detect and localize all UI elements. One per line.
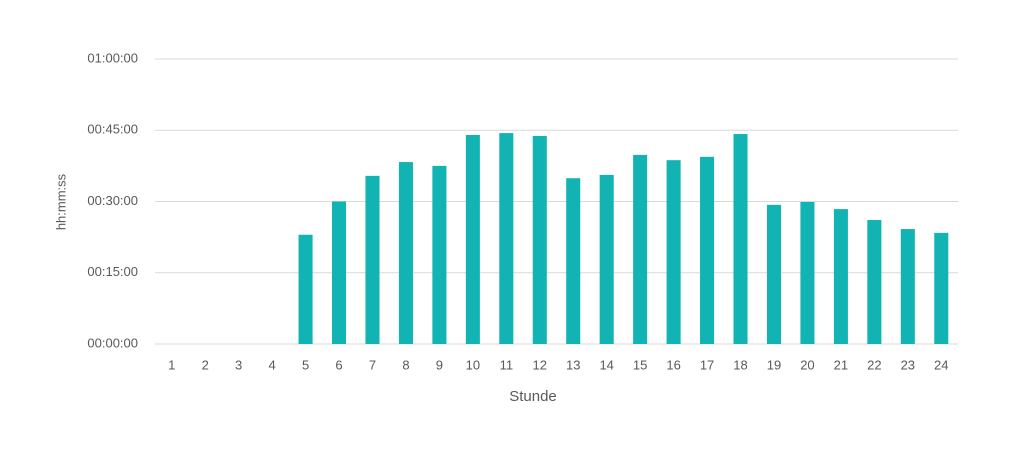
y-tick-label: 00:00:00	[87, 335, 138, 350]
y-tick-label: 01:00:00	[87, 50, 138, 65]
x-tick-label: 16	[666, 357, 680, 372]
y-tick-label: 00:45:00	[87, 122, 138, 137]
x-tick-label: 19	[767, 357, 781, 372]
y-tick-label: 00:30:00	[87, 193, 138, 208]
x-tick-label: 2	[202, 357, 209, 372]
x-tick-label: 9	[436, 357, 443, 372]
bar	[666, 160, 681, 344]
x-axis-title: Stunde	[509, 388, 557, 405]
x-tick-label: 4	[268, 357, 275, 372]
x-tick-label: 3	[235, 357, 242, 372]
bar	[566, 178, 581, 344]
x-tick-label: 17	[700, 357, 714, 372]
x-tick-label: 11	[500, 357, 514, 372]
x-tick-label: 24	[934, 357, 948, 372]
bar	[331, 201, 347, 344]
bar	[934, 232, 949, 344]
x-tick-label: 20	[800, 357, 814, 372]
y-tick-label: 00:15:00	[87, 264, 138, 279]
x-tick-label: 12	[533, 357, 547, 372]
bar	[465, 135, 480, 344]
bar	[432, 165, 447, 344]
x-tick-label: 8	[402, 357, 409, 372]
bar	[633, 154, 648, 344]
bar	[365, 175, 380, 344]
x-tick-label: 22	[867, 357, 881, 372]
bar	[833, 209, 848, 344]
x-tick-label: 23	[901, 357, 915, 372]
bar	[499, 133, 514, 344]
x-tick-label: 13	[566, 357, 580, 372]
x-tick-label: 6	[335, 357, 342, 372]
bar	[700, 156, 715, 344]
x-tick-label: 1	[168, 357, 175, 372]
bar	[800, 201, 815, 344]
y-axis-title: hh:mm:ss	[53, 173, 68, 230]
bar	[867, 220, 882, 344]
bar	[766, 204, 782, 344]
x-tick-label: 14	[599, 357, 613, 372]
x-tick-label: 15	[633, 357, 647, 372]
x-tick-label: 18	[733, 357, 747, 372]
bar	[398, 162, 413, 344]
x-tick-label: 5	[302, 357, 309, 372]
x-tick-label: 7	[369, 357, 376, 372]
x-tick-label: 10	[466, 357, 480, 372]
bar	[733, 134, 748, 344]
x-tick-label: 21	[834, 357, 848, 372]
bar	[900, 229, 915, 344]
bar	[532, 135, 547, 344]
bar	[298, 234, 313, 344]
bar	[599, 174, 614, 344]
